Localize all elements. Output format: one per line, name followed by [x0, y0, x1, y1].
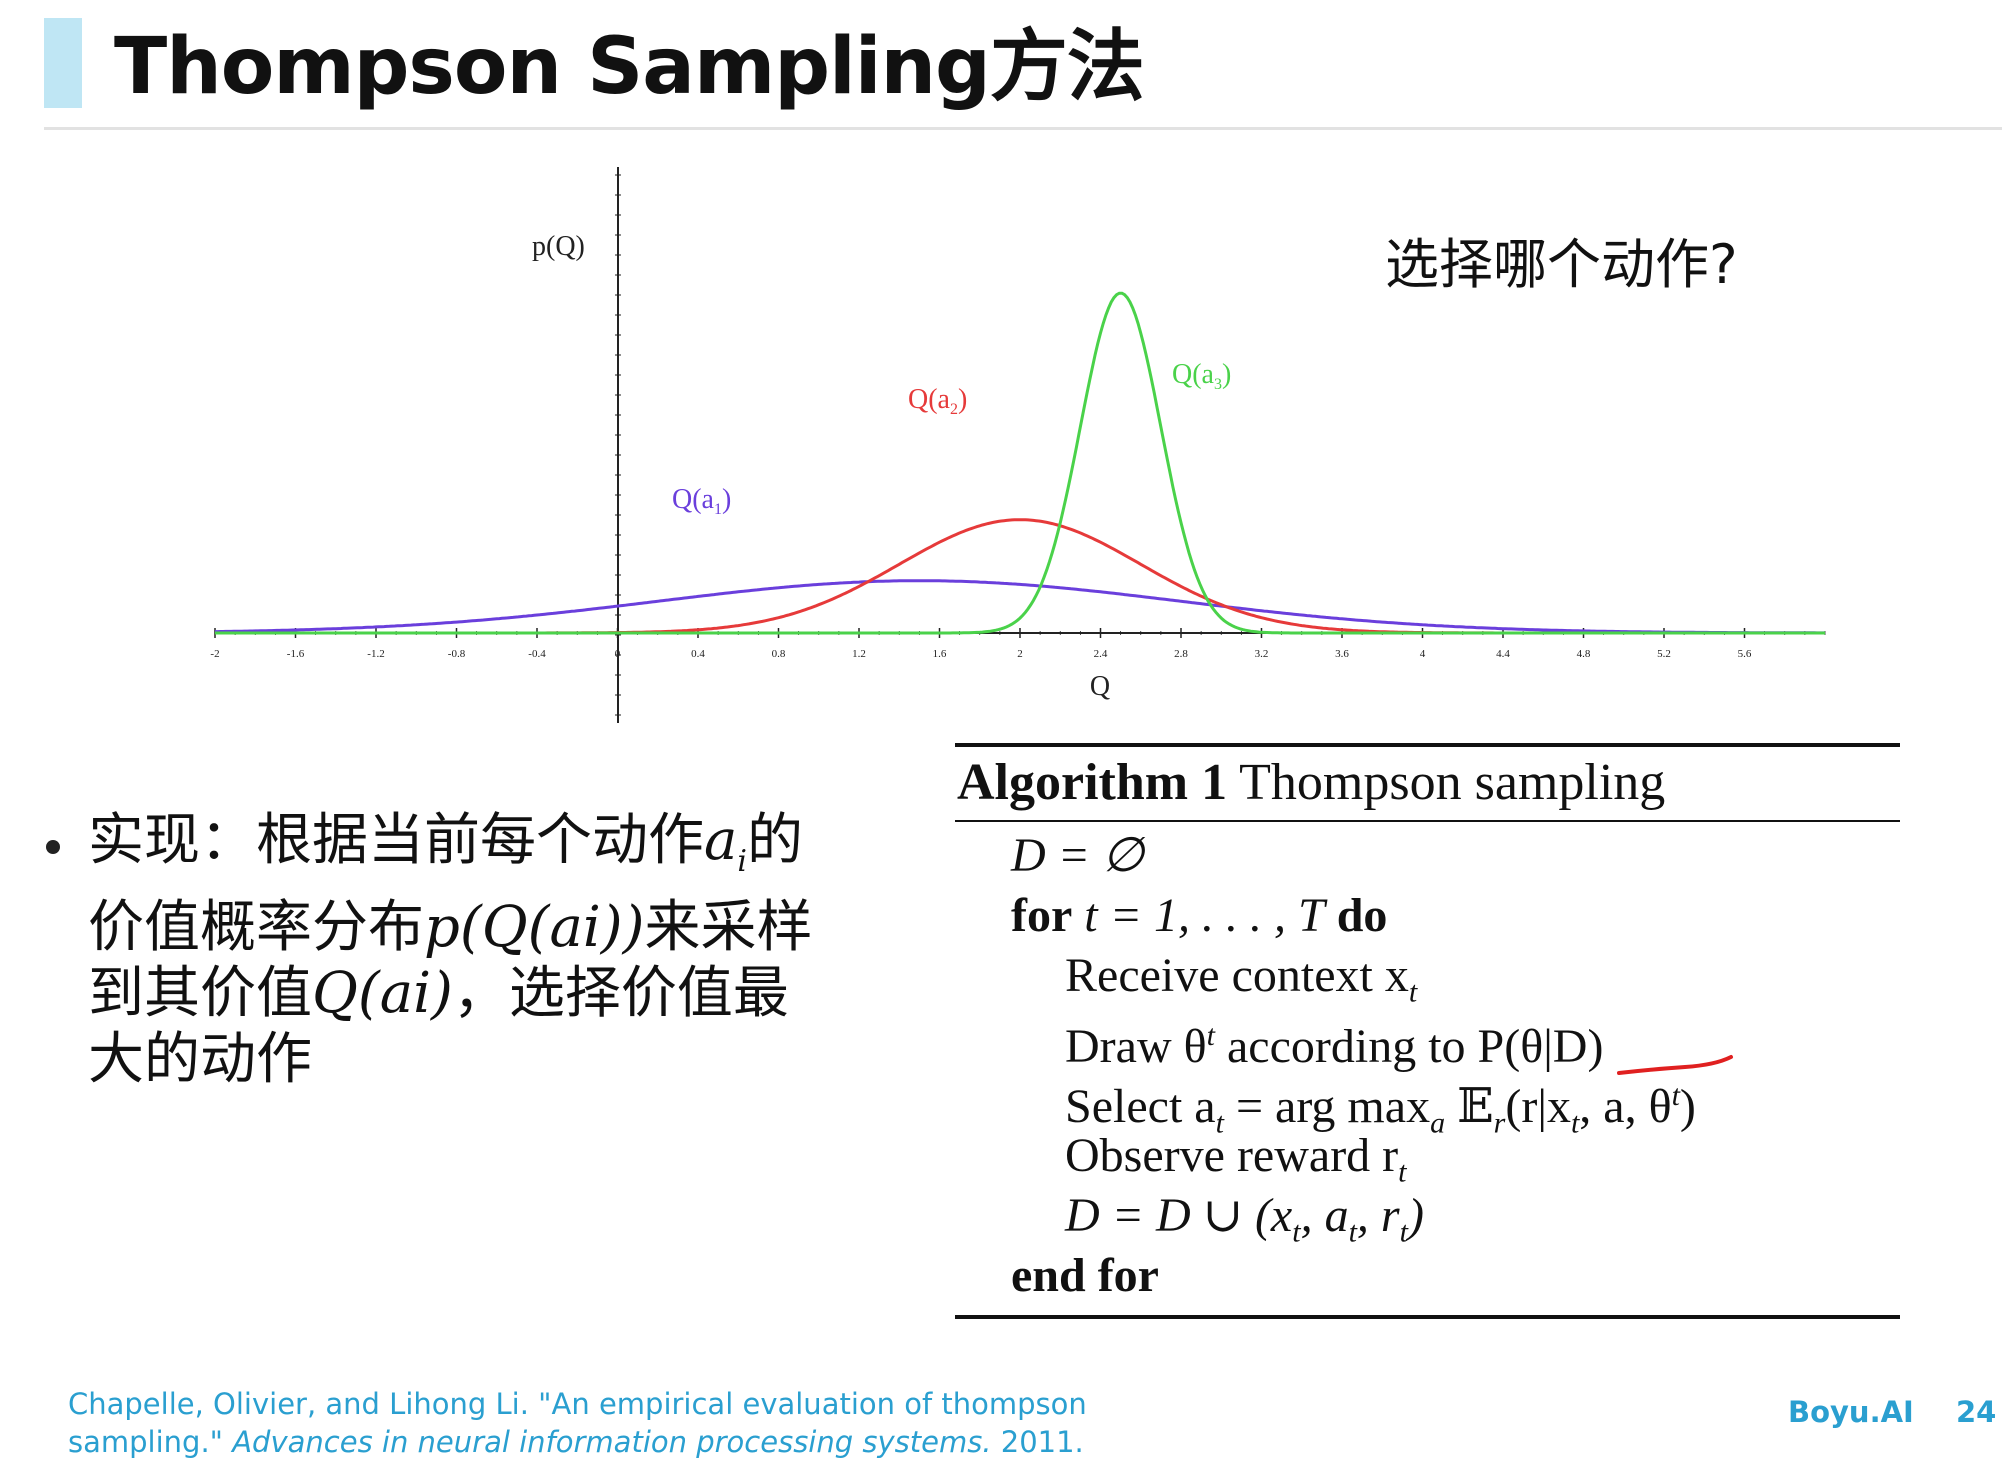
- x-tick-label: 2.8: [1174, 648, 1188, 660]
- algo-line-receive: Receive context xt: [1065, 949, 1418, 1009]
- x-tick-label: 0.8: [772, 648, 786, 660]
- x-tick-label: -0.4: [528, 648, 546, 660]
- x-tick-label: 1.2: [852, 648, 866, 660]
- chart-curves: [215, 291, 1825, 635]
- x-tick-label: 1.6: [933, 648, 947, 660]
- slide-title: Thompson Sampling方法: [114, 22, 1145, 112]
- distribution-chart: -2 -1.6 -1.2 -0.8 -0.4 0 0.4 0.8 1.2 1.6 2 2.4 2.8 3.…: [210, 167, 1826, 723]
- chart-labels: Q(a1) Q(a2) Q(a3) p(Q) Q: [532, 231, 1231, 702]
- x-tick-label: -1.6: [287, 648, 305, 660]
- x-axis-title: Q: [1090, 671, 1110, 702]
- x-tick-label: 3.2: [1255, 648, 1269, 660]
- series-label-Q(a3): Q(a3): [1172, 359, 1231, 393]
- algo-line-update: D = D ∪ (xt, at, rt): [1065, 1189, 1424, 1249]
- series-label-Q(a2): Q(a2): [908, 384, 967, 418]
- title-accent-bar: [44, 18, 82, 108]
- question-text: 选择哪个动作?: [1385, 233, 1738, 296]
- algo-bottom-rule: [955, 1315, 1900, 1319]
- algo-top-rule: [955, 743, 1900, 747]
- page-number: 24: [1956, 1395, 1997, 1429]
- algo-line-observe: Observe reward rt: [1065, 1129, 1407, 1189]
- x-tick-label: 3.6: [1335, 648, 1349, 660]
- x-tick-label: 5.6: [1738, 648, 1752, 660]
- red-underline-annotation: [1617, 1055, 1733, 1075]
- x-tick-label: -0.8: [448, 648, 466, 660]
- algo-line-for: for t = 1, . . . , T do: [1011, 889, 1388, 942]
- citation: Chapelle, Olivier, and Lihong Li. "An em…: [68, 1387, 1087, 1459]
- algorithm-heading: Algorithm 1 Thompson sampling: [957, 754, 1666, 811]
- curve-Q(a3): [215, 291, 1825, 635]
- x-tick-label: 4: [1420, 648, 1426, 660]
- algo-line-init: D = ∅: [1011, 829, 1144, 882]
- algo-line-select: Select at = arg maxa 𝔼r(r|xt, a, θt): [1065, 1079, 1696, 1140]
- bullet-dot: [46, 840, 60, 854]
- x-tick-label: 0: [615, 648, 621, 660]
- bullet-text: 实现：根据当前每个动作ai的 价值概率分布p(Q(ai))来采样 到其价值Q(ai)…: [88, 808, 813, 1093]
- x-tick-label: 4.8: [1577, 648, 1591, 660]
- algo-head-rule: [955, 820, 1900, 822]
- brand-label: Boyu.AI: [1788, 1395, 1914, 1429]
- x-tick-label: 2.4: [1094, 648, 1108, 660]
- y-axis-title: p(Q): [532, 231, 585, 262]
- x-tick-label: 5.2: [1657, 648, 1671, 660]
- title-divider: [44, 127, 2002, 130]
- x-tick-label: 0.4: [691, 648, 705, 660]
- x-tick-label: 2: [1017, 648, 1023, 660]
- algo-line-draw: Draw θt according to P(θ|D): [1065, 1019, 1604, 1073]
- curve-Q(a1): [215, 579, 1825, 635]
- x-tick-label: -1.2: [367, 648, 384, 660]
- algo-line-end: end for: [1011, 1249, 1159, 1302]
- x-tick-label: 4.4: [1496, 648, 1510, 660]
- series-label-Q(a1): Q(a1): [672, 484, 731, 518]
- x-tick-label: -2: [210, 648, 219, 660]
